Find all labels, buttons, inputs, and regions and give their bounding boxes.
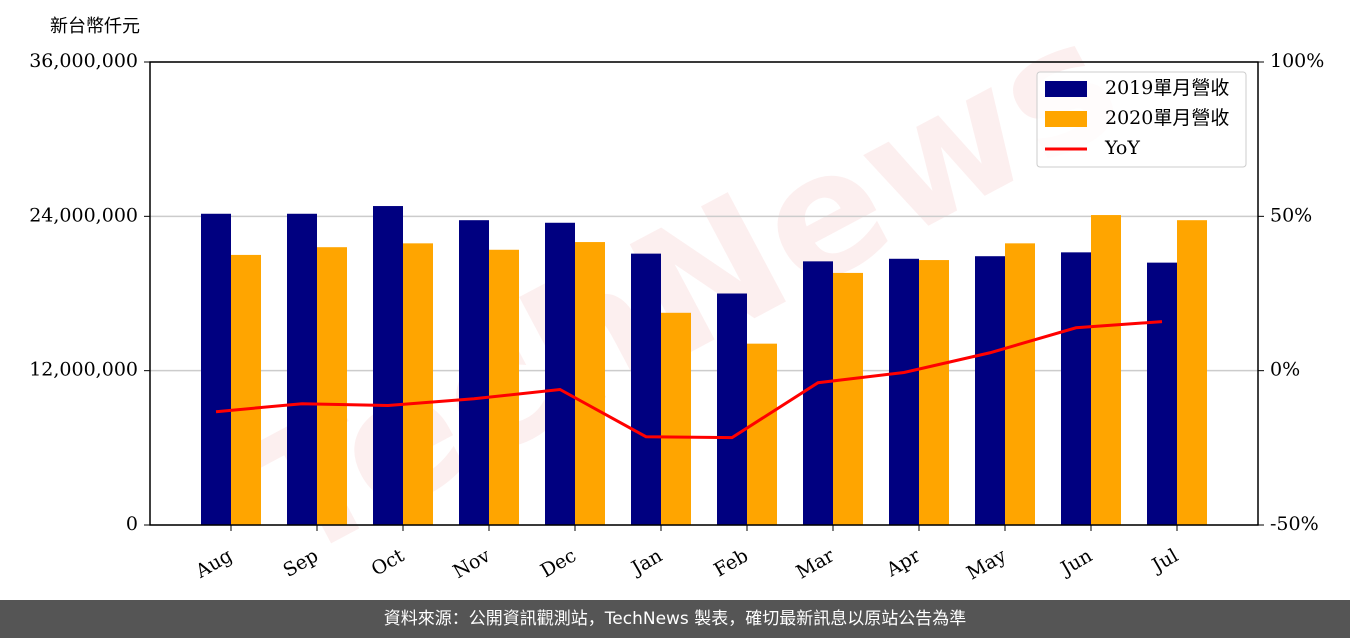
yoy-line (215, 320, 1163, 440)
y-tick-label: 36,000,000 (29, 50, 138, 72)
bar (631, 253, 661, 525)
bar (661, 312, 691, 525)
bar (545, 222, 575, 525)
plot-frame (149, 61, 1259, 526)
bar (747, 343, 777, 525)
x-tick-label: Jul (1147, 545, 1182, 578)
y2-tick-label: 0% (1270, 359, 1300, 381)
bar (403, 243, 433, 525)
x-tick-label: Jun (1055, 545, 1096, 581)
x-tick-label: Mar (792, 544, 838, 583)
bar (1147, 262, 1177, 525)
legend-label: YoY (1104, 137, 1140, 159)
bar (373, 206, 403, 526)
x-tick-label: Aug (191, 545, 236, 584)
y-tick-label: 0 (126, 513, 138, 535)
bar (1061, 252, 1091, 525)
bar (489, 249, 519, 525)
legend-swatch (1045, 111, 1087, 127)
bar (575, 242, 605, 526)
bar (1005, 243, 1035, 525)
legend-swatch (1045, 81, 1087, 97)
bar (717, 293, 747, 525)
legend-label: 2020單月營收 (1105, 107, 1229, 129)
bar (1091, 215, 1121, 525)
x-tick-label: Apr (882, 544, 925, 581)
bar (287, 213, 317, 525)
legend-label: 2019單月營收 (1105, 77, 1229, 99)
bar (1177, 220, 1207, 526)
y-tick-label: 24,000,000 (29, 204, 138, 226)
y2-tick-label: -50% (1270, 513, 1319, 535)
bar (201, 213, 231, 525)
bar (459, 220, 489, 526)
bar (889, 258, 919, 525)
bar (231, 254, 261, 525)
bar (833, 272, 863, 525)
x-tick-label: Dec (537, 545, 580, 583)
x-tick-label: Feb (710, 545, 752, 582)
bar (803, 261, 833, 525)
chart: 新台幣仟元 TechNews 012,000,00024,000,00036,0… (29, 0, 1324, 599)
y-tick-label: 12,000,000 (29, 359, 138, 381)
bar (919, 260, 949, 525)
y2-tick-label: 100% (1270, 50, 1324, 72)
x-tick-label: Nov (449, 544, 494, 583)
footer: 資料來源：公開資訊觀測站，TechNews 製表，確切最新訊息以原站公告為準 (0, 600, 1350, 638)
x-tick-label: May (963, 544, 1010, 584)
bar (975, 256, 1005, 525)
legend-box (1036, 71, 1247, 168)
x-tick-label: Jan (626, 545, 666, 581)
bar (317, 247, 347, 525)
y-axis-title: 新台幣仟元 (50, 16, 140, 37)
y2-tick-label: 50% (1270, 204, 1312, 226)
